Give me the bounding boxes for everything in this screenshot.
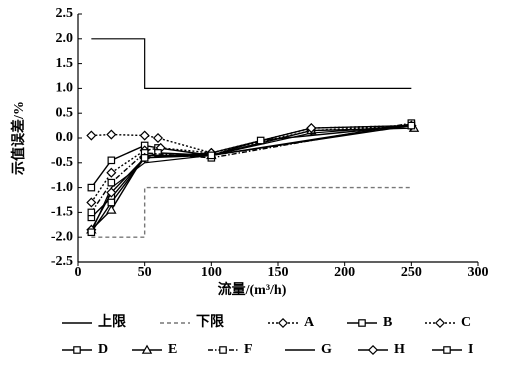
y-tick-label: 0.5 bbox=[56, 105, 74, 120]
x-axis-label: 流量/(m³/h) bbox=[218, 281, 287, 298]
x-tick-label: 300 bbox=[468, 265, 489, 280]
legend-label: 上限 bbox=[98, 314, 126, 330]
legend-label: E bbox=[168, 342, 177, 357]
legend-label: G bbox=[321, 342, 332, 357]
legend-label: F bbox=[244, 342, 253, 357]
series-line bbox=[91, 38, 412, 89]
marker bbox=[107, 156, 116, 165]
y-tick-label: -0.5 bbox=[51, 155, 73, 170]
legend-label: A bbox=[304, 315, 315, 330]
y-tick-label: -1.5 bbox=[51, 205, 73, 220]
marker bbox=[152, 132, 164, 144]
x-tick-label: 150 bbox=[268, 265, 289, 280]
x-tick-label: 50 bbox=[138, 265, 152, 280]
series-line bbox=[91, 186, 412, 238]
legend-marker bbox=[141, 344, 153, 354]
series-line bbox=[90, 122, 412, 213]
marker bbox=[106, 204, 117, 214]
legend-label: I bbox=[468, 342, 473, 357]
legend-marker bbox=[73, 346, 81, 354]
x-tick-label: 100 bbox=[201, 265, 222, 280]
legend-marker bbox=[434, 317, 446, 329]
marker bbox=[306, 123, 317, 134]
legend-label: B bbox=[383, 315, 392, 330]
marker bbox=[140, 154, 149, 162]
marker bbox=[256, 136, 265, 145]
y-tick-label: 1.5 bbox=[56, 56, 74, 71]
y-tick-label: 2.0 bbox=[56, 31, 74, 46]
legend-marker bbox=[219, 346, 227, 354]
series-line bbox=[90, 125, 412, 233]
marker bbox=[87, 208, 96, 217]
marker bbox=[107, 178, 116, 187]
y-tick-label: 2.5 bbox=[56, 6, 74, 21]
legend-marker bbox=[358, 319, 366, 327]
series-line bbox=[90, 123, 412, 189]
marker bbox=[407, 121, 416, 130]
marker bbox=[87, 228, 96, 237]
x-tick-label: 250 bbox=[401, 265, 422, 280]
y-tick-label: -2.0 bbox=[51, 229, 73, 244]
marker bbox=[106, 187, 117, 198]
y-tick-label: -1.0 bbox=[51, 180, 73, 195]
legend-marker bbox=[277, 317, 289, 329]
series-line bbox=[90, 124, 412, 233]
legend-marker bbox=[367, 344, 379, 356]
y-tick-label: 1.0 bbox=[56, 81, 74, 96]
marker bbox=[207, 151, 216, 160]
y-axis-label: 示值误差/% bbox=[10, 101, 27, 175]
marker bbox=[87, 183, 96, 192]
marker bbox=[86, 197, 97, 208]
series-line bbox=[90, 124, 412, 218]
marker bbox=[139, 130, 150, 141]
y-tick-label: -2.5 bbox=[51, 254, 73, 269]
marker bbox=[86, 130, 97, 141]
legend-label: D bbox=[98, 342, 108, 357]
series-line bbox=[90, 124, 412, 231]
x-tick-label: 200 bbox=[334, 265, 355, 280]
legend-marker bbox=[443, 346, 451, 354]
y-tick-label: 0.0 bbox=[56, 130, 74, 145]
legend-label: C bbox=[461, 315, 471, 330]
marker bbox=[154, 149, 162, 157]
legend-label: 下限 bbox=[196, 314, 224, 330]
legend-label: H bbox=[394, 342, 405, 357]
marker bbox=[106, 129, 117, 140]
marker bbox=[107, 198, 116, 207]
marker bbox=[106, 167, 117, 178]
x-tick-label: 0 bbox=[75, 265, 82, 280]
